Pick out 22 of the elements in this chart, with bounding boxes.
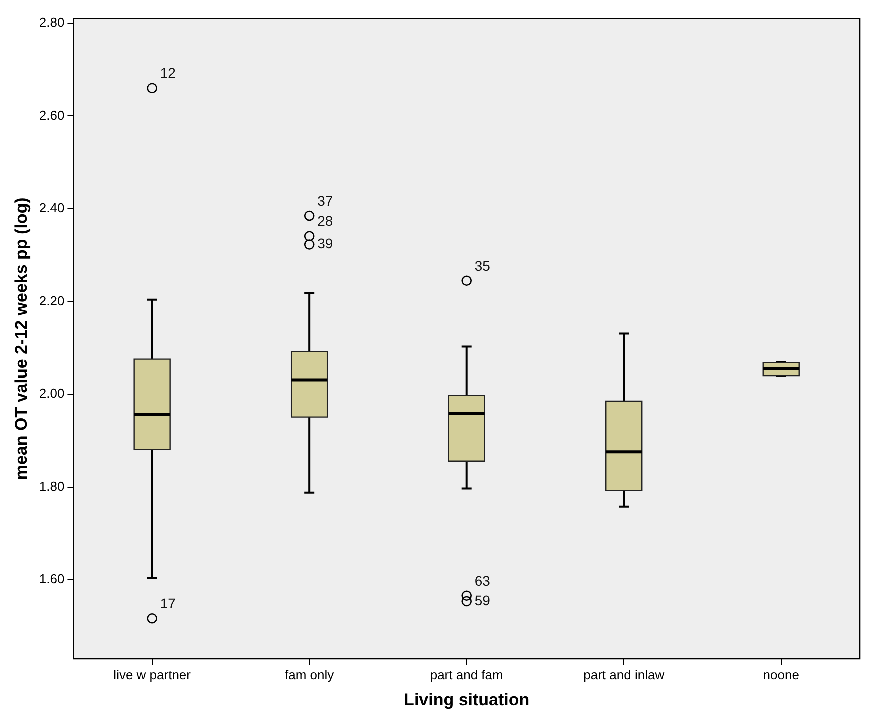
annotation: 35 bbox=[474, 258, 491, 274]
annotation: 63 bbox=[474, 572, 491, 589]
x-tick-label: part and inlaw bbox=[584, 667, 666, 682]
annotation: 17 bbox=[160, 596, 176, 612]
annotation: 28 bbox=[318, 213, 334, 230]
y-tick-label: 1.60 bbox=[39, 572, 65, 587]
x-tick-label: part and fam bbox=[430, 667, 504, 682]
y-tick-label: 2.00 bbox=[39, 386, 65, 402]
annotation: 59 bbox=[474, 592, 491, 608]
annotation: 37 bbox=[318, 192, 334, 209]
y-tick-label: 2.80 bbox=[39, 15, 65, 30]
x-tick-label: noone bbox=[763, 667, 800, 682]
y-tick-label: 2.40 bbox=[39, 200, 65, 216]
y-axis-title: mean OT value 2-12 weeks pp (log) bbox=[12, 198, 31, 480]
annotation: 12 bbox=[160, 65, 176, 82]
y-tick-label: 2.60 bbox=[39, 108, 65, 123]
x-tick-label: live w partner bbox=[114, 667, 192, 682]
x-axis-title: Living situation bbox=[404, 690, 530, 710]
annotation: 39 bbox=[318, 236, 334, 252]
x-tick-label: fam only bbox=[285, 667, 335, 682]
y-tick-label: 2.20 bbox=[39, 293, 65, 308]
y-tick-label: 1.80 bbox=[39, 478, 65, 494]
